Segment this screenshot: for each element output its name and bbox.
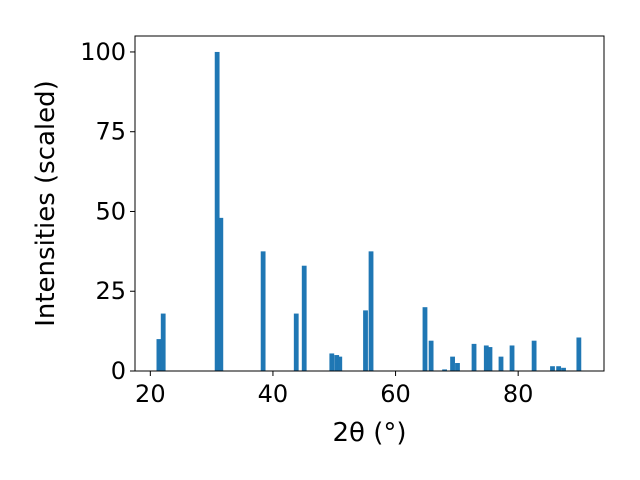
- bar: [301, 265, 307, 371]
- x-tick-label: 40: [258, 380, 289, 408]
- bar: [156, 339, 162, 371]
- x-axis-label: 2θ (°): [332, 418, 406, 448]
- x-tick-label: 60: [380, 380, 411, 408]
- bar: [293, 313, 299, 371]
- bar: [550, 366, 555, 371]
- bars-group: [156, 51, 582, 371]
- x-axis-ticks: 20 40 60 80: [135, 371, 533, 408]
- bar: [442, 369, 447, 371]
- bar: [561, 367, 566, 371]
- bar: [422, 307, 428, 371]
- bar: [556, 366, 562, 371]
- y-tick-label: 75: [95, 118, 126, 146]
- bar: [329, 353, 335, 371]
- bar: [450, 356, 455, 371]
- bar: [218, 217, 224, 371]
- bar: [260, 251, 266, 371]
- bar: [363, 310, 368, 371]
- bar: [483, 345, 489, 371]
- bar: [160, 313, 166, 371]
- bar: [487, 347, 493, 371]
- bar: [509, 345, 515, 371]
- bar: [471, 343, 477, 371]
- y-tick-label: 25: [95, 277, 126, 305]
- bar: [576, 337, 582, 371]
- y-tick-label: 50: [95, 197, 126, 225]
- bar: [498, 356, 504, 371]
- x-tick-label: 80: [503, 380, 534, 408]
- bar: [334, 355, 340, 371]
- y-axis-ticks: 0 25 50 75 100: [80, 38, 135, 385]
- bar: [455, 363, 460, 371]
- bar: [337, 356, 343, 371]
- plot-frame: [134, 35, 605, 372]
- bar: [368, 251, 374, 371]
- x-tick-label: 20: [135, 380, 166, 408]
- y-tick-label: 0: [111, 357, 126, 385]
- bar: [531, 340, 537, 371]
- bar: [214, 51, 220, 371]
- y-axis-label: Intensities (scaled): [31, 80, 61, 327]
- y-tick-label: 100: [80, 38, 126, 66]
- bar: [428, 340, 434, 371]
